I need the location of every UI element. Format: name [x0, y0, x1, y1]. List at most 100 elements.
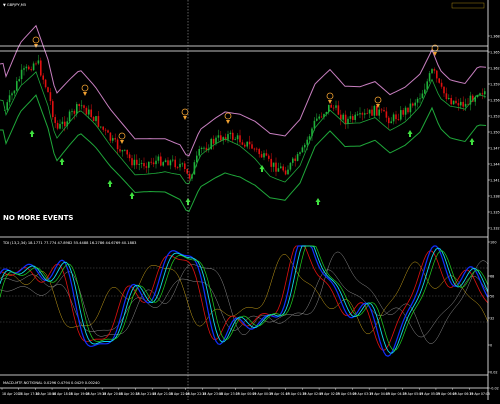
candle-body — [340, 114, 342, 120]
candle-body — [392, 114, 395, 122]
candle-body — [37, 60, 40, 64]
candle-body — [13, 90, 16, 94]
candle-body — [364, 113, 366, 115]
time-tick-label: 18 Apr 18:35 — [52, 392, 73, 396]
down-signal-circle — [118, 132, 126, 140]
time-tick-label: 19 Apr 04:05 — [369, 392, 390, 396]
candle-body — [306, 139, 308, 145]
candle-body — [239, 135, 241, 143]
candle-body — [176, 167, 179, 169]
time-tick-label: 18 Apr 19:05 — [69, 392, 90, 396]
candle-body — [378, 109, 380, 116]
candle-body — [368, 109, 371, 114]
candle-body — [217, 135, 220, 138]
candle-body — [8, 95, 11, 103]
candle-body — [424, 89, 426, 94]
down-arrow-icon — [226, 120, 230, 124]
candle-body — [318, 116, 320, 119]
axis-tick-label: 1.3320 — [490, 226, 500, 230]
candle-body — [90, 109, 92, 118]
candle-body — [373, 105, 376, 116]
lower-band-line — [0, 94, 487, 213]
candle-body — [332, 107, 335, 109]
time-tick-label: 18 Apr 22:05 — [169, 392, 190, 396]
candle-body — [52, 101, 54, 118]
candle-body — [311, 128, 313, 137]
time-tick-label: 19 Apr 06:35 — [453, 392, 474, 396]
candle-body — [148, 161, 150, 168]
time-tick-label: 19 Apr 06:05 — [436, 392, 457, 396]
candle-body — [445, 93, 448, 100]
candle-body — [124, 149, 126, 151]
tdi-green-line — [0, 245, 489, 351]
axis-tick-label: 50 — [490, 294, 494, 298]
candle-body — [244, 144, 246, 147]
up-arrow-icon — [469, 138, 475, 145]
time-tick-label: 18 Apr 20:35 — [119, 392, 140, 396]
candle-body — [71, 110, 73, 112]
candle-body — [457, 103, 460, 106]
candle-body — [323, 114, 325, 118]
candle-body — [440, 82, 443, 87]
candle-body — [18, 79, 20, 82]
candle-body — [248, 141, 251, 145]
candle-body — [414, 102, 416, 106]
middle-band-line — [0, 71, 487, 185]
time-tick-label: 18 Apr 21:05 — [136, 392, 157, 396]
candle-body — [284, 170, 287, 175]
candle-body — [416, 98, 419, 103]
candle-body — [256, 148, 258, 150]
candle-body — [443, 86, 445, 94]
candle-body — [354, 114, 356, 120]
axis-tick-label: 1.3410 — [490, 178, 500, 182]
down-signal-circle — [81, 84, 89, 92]
candle-body — [155, 160, 157, 165]
candle-body — [47, 87, 49, 93]
candle-body — [224, 137, 227, 140]
up-arrow-icon — [59, 158, 65, 165]
upper-band-line — [0, 24, 487, 157]
candle-body — [419, 98, 421, 100]
up-arrow-icon — [259, 165, 265, 172]
tdi-cyan-line — [0, 245, 489, 354]
candle-body — [366, 113, 368, 115]
candle-body — [277, 168, 280, 172]
axis-tick-label: 68 — [490, 274, 494, 278]
candle-body — [344, 114, 347, 124]
candle-body — [100, 126, 102, 128]
candle-body — [481, 93, 484, 95]
time-tick-label: 18 Apr 21:35 — [152, 392, 173, 396]
candle-body — [313, 120, 316, 129]
candle-body — [260, 154, 263, 158]
axis-tick-label: 1.3440 — [490, 162, 500, 166]
candle-body — [121, 150, 124, 152]
candle-body — [299, 152, 301, 155]
candle-body — [402, 110, 404, 115]
candle-body — [66, 121, 68, 127]
candle-body — [258, 149, 260, 155]
candle-body — [433, 69, 436, 71]
candle-body — [203, 147, 205, 149]
candle-body — [229, 132, 232, 135]
axis-tick-label: 1.3590 — [490, 82, 500, 86]
price-panel[interactable] — [0, 0, 488, 234]
candle-body — [390, 121, 392, 124]
down-arrow-icon — [376, 104, 380, 108]
candle-body — [265, 153, 268, 156]
candle-body — [30, 69, 32, 71]
axis-tick-label: 100 — [490, 240, 496, 244]
candle-body — [289, 162, 292, 170]
time-tick-label: 18 Apr 23:05 — [202, 392, 223, 396]
candle-body — [179, 163, 181, 168]
candle-body — [426, 81, 428, 90]
down-signal-circle — [224, 112, 232, 120]
candle-body — [301, 147, 304, 153]
axis-tick-label: -0.02 — [490, 386, 499, 390]
axis-tick-label: 1.3530 — [490, 114, 500, 118]
candle-body — [388, 117, 390, 124]
time-tick-label: 19 Apr 07:05 — [469, 392, 490, 396]
candle-body — [83, 105, 85, 108]
candle-body — [76, 104, 78, 114]
